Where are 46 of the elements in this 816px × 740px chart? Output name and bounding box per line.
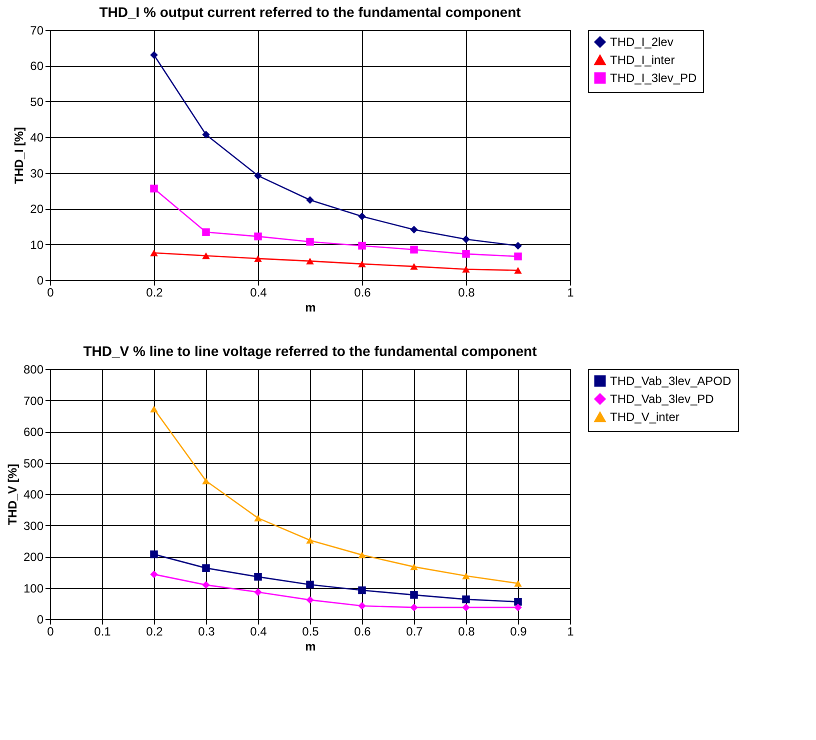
x-tick-label: 0.2: [146, 624, 164, 638]
y-tick-label: 300: [23, 518, 44, 533]
y-tick-label: 40: [30, 130, 44, 145]
legend-label: THD_I_2lev: [610, 35, 674, 49]
x-tick-label: 0.2: [146, 286, 164, 300]
chart-title: THD_V % line to line voltage referred to the fundamental component: [83, 343, 538, 359]
legend-label: THD_I_3lev_PD: [610, 71, 698, 85]
x-tick-label: 0.8: [458, 286, 476, 300]
x-tick-label: 0.8: [458, 624, 476, 638]
x-axis-title: m: [305, 300, 316, 314]
x-tick-label: 0.4: [250, 286, 268, 300]
y-tick-label: 60: [30, 59, 44, 74]
x-tick-label: 0.6: [354, 286, 372, 300]
x-tick-label: 0.7: [406, 624, 424, 638]
chart-title: THD_I % output current referred to the fundamental component: [99, 4, 522, 20]
y-axis-title: THD_V [%]: [5, 464, 20, 526]
y-tick-label: 600: [23, 425, 44, 439]
y-tick-label: 0: [36, 274, 44, 288]
x-tick-label: 1: [567, 286, 574, 300]
x-tick-label: 0: [47, 286, 54, 300]
y-tick-label: 50: [30, 94, 44, 109]
x-tick-label: 0.9: [510, 624, 528, 638]
x-tick-label: 0.4: [250, 624, 268, 638]
x-tick-label: 0.5: [302, 624, 320, 638]
y-tick-label: 70: [30, 24, 44, 38]
x-tick-label: 1: [567, 624, 574, 638]
y-tick-label: 200: [23, 550, 44, 564]
y-tick-label: 100: [23, 581, 44, 596]
x-tick-label: 0.6: [354, 624, 372, 638]
x-tick-label: 0.3: [198, 624, 216, 638]
y-tick-label: 20: [30, 202, 44, 216]
y-axis-title: THD_I [%]: [12, 127, 26, 184]
x-axis-title: m: [305, 640, 316, 654]
y-tick-label: 400: [23, 488, 44, 502]
y-tick-label: 30: [30, 166, 44, 180]
x-tick-label: 0: [47, 624, 54, 638]
y-tick-label: 500: [23, 456, 44, 470]
legend-label: THD_V_inter: [610, 410, 680, 424]
legend-label: THD_I_inter: [610, 53, 675, 67]
legend-label: THD_Vab_3lev_APOD: [610, 374, 732, 388]
y-tick-label: 0: [36, 612, 44, 626]
y-tick-label: 800: [23, 362, 44, 376]
x-tick-label: 0.1: [94, 624, 112, 638]
legend-label: THD_Vab_3lev_PD: [610, 392, 714, 406]
y-tick-label: 10: [30, 238, 44, 252]
y-tick-label: 700: [23, 394, 44, 408]
